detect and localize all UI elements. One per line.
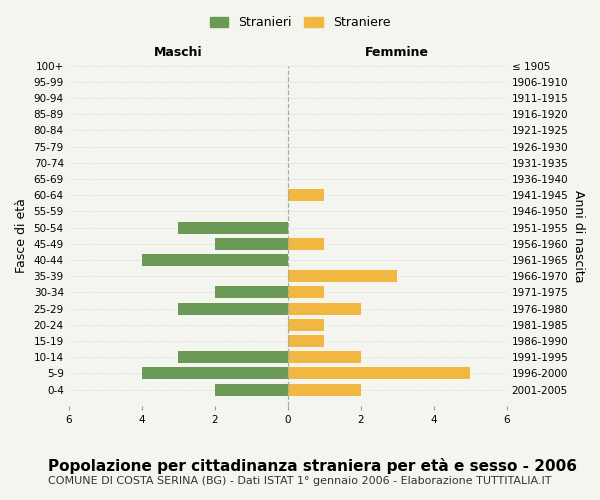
Text: Femmine: Femmine: [365, 46, 429, 59]
Bar: [287, 286, 324, 298]
Bar: [287, 318, 324, 331]
Y-axis label: Anni di nascita: Anni di nascita: [572, 190, 585, 282]
Bar: [287, 238, 324, 250]
Bar: [142, 254, 287, 266]
Bar: [287, 270, 397, 282]
Text: Maschi: Maschi: [154, 46, 202, 59]
Bar: [287, 351, 361, 364]
Bar: [287, 335, 324, 347]
Bar: [215, 238, 287, 250]
Bar: [142, 368, 287, 380]
Bar: [287, 302, 361, 314]
Text: Popolazione per cittadinanza straniera per età e sesso - 2006: Popolazione per cittadinanza straniera p…: [48, 458, 577, 473]
Y-axis label: Fasce di età: Fasce di età: [15, 198, 28, 274]
Bar: [287, 189, 324, 202]
Bar: [287, 368, 470, 380]
Bar: [287, 384, 361, 396]
Legend: Stranieri, Straniere: Stranieri, Straniere: [205, 11, 395, 34]
Bar: [215, 286, 287, 298]
Bar: [215, 384, 287, 396]
Bar: [178, 351, 287, 364]
Text: COMUNE DI COSTA SERINA (BG) - Dati ISTAT 1° gennaio 2006 - Elaborazione TUTTITAL: COMUNE DI COSTA SERINA (BG) - Dati ISTAT…: [48, 476, 551, 486]
Bar: [178, 222, 287, 234]
Bar: [178, 302, 287, 314]
